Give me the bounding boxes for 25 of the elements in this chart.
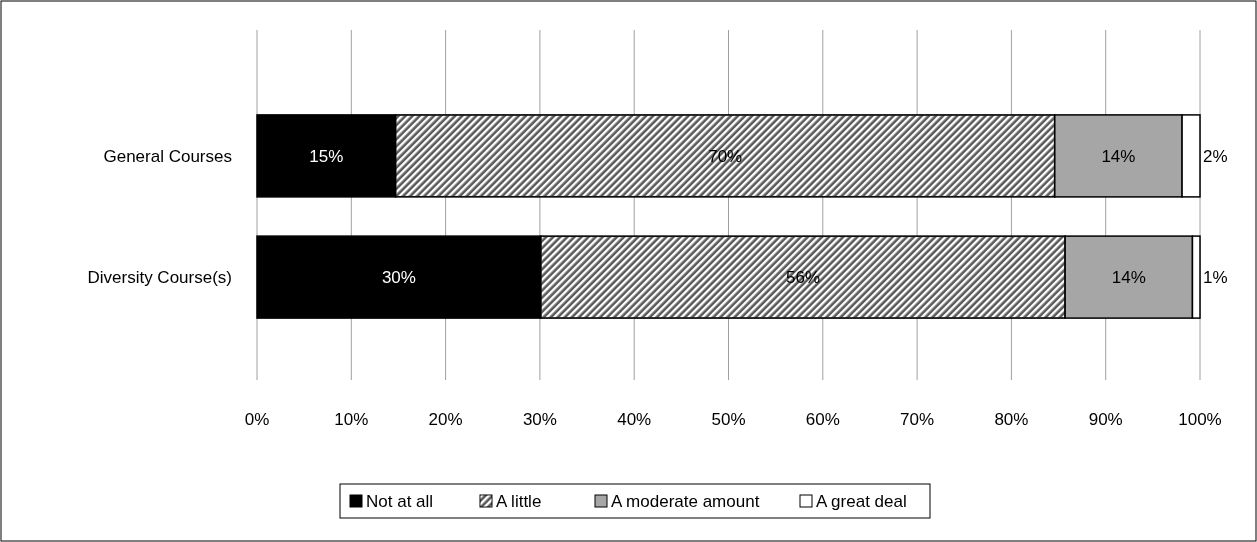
- x-tick-label: 10%: [334, 410, 369, 429]
- x-tick-label: 90%: [1088, 410, 1123, 429]
- x-tick-label: 30%: [522, 410, 557, 429]
- x-tick-label: 100%: [1178, 410, 1222, 429]
- data-label: 15%: [309, 146, 344, 166]
- data-label: 14%: [1111, 268, 1146, 288]
- x-tick-label: 60%: [805, 410, 840, 429]
- x-tick-label: 70%: [900, 410, 935, 429]
- x-tick-label: 50%: [711, 410, 746, 429]
- legend-label: Not at all: [366, 491, 434, 511]
- data-label: 30%: [381, 268, 416, 288]
- legend-label: A moderate amount: [611, 491, 760, 511]
- legend-label: A great deal: [816, 491, 907, 511]
- y-tick-label: Diversity Course(s): [87, 268, 232, 288]
- data-label: 56%: [785, 268, 821, 288]
- y-tick-label: General Courses: [103, 146, 232, 166]
- x-tick-label: 20%: [428, 410, 463, 429]
- x-tick-label: 0%: [244, 410, 270, 429]
- x-tick-label: 80%: [994, 410, 1029, 429]
- data-label: 70%: [708, 146, 743, 166]
- legend-label: A little: [496, 491, 542, 511]
- x-tick-label: 40%: [617, 410, 652, 429]
- data-label: 2%: [1203, 146, 1228, 166]
- data-label: 1%: [1203, 268, 1228, 288]
- data-label: 14%: [1101, 146, 1136, 166]
